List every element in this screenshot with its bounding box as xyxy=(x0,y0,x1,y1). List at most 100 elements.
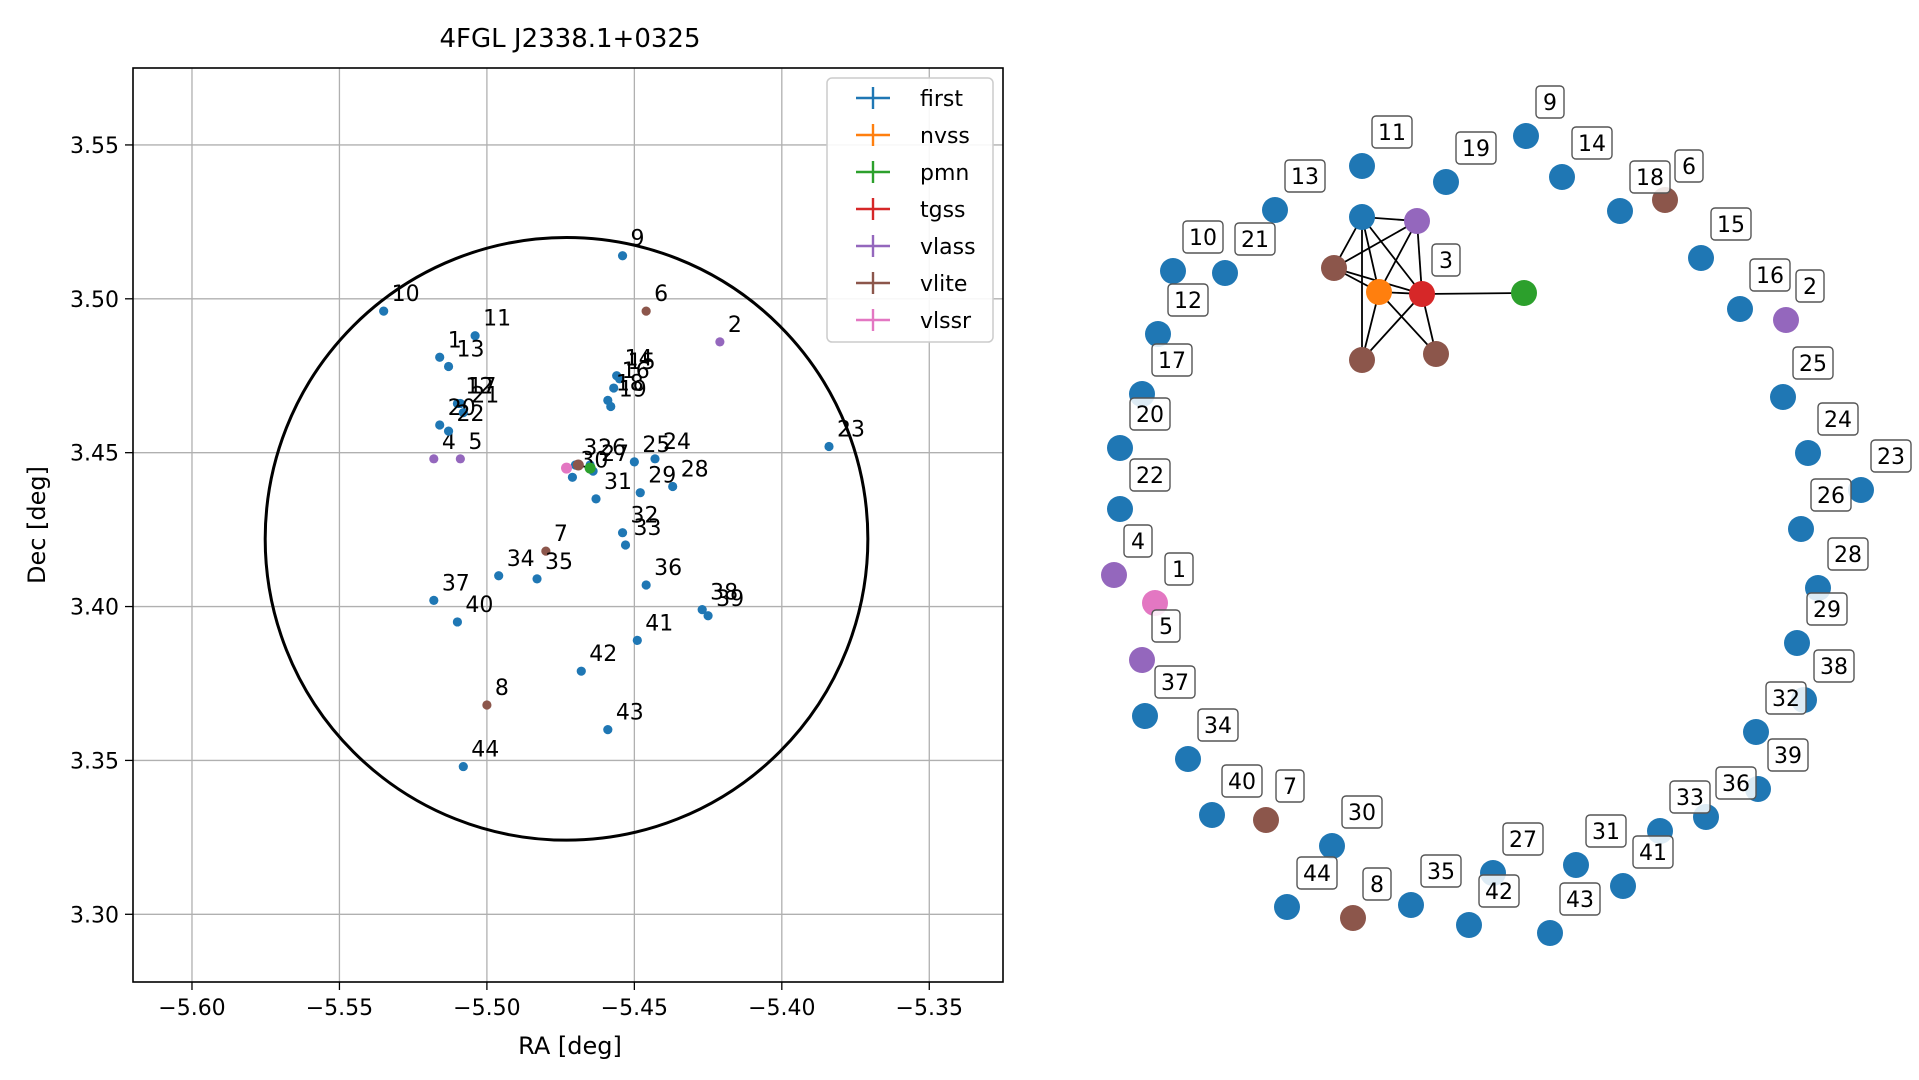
point-label: 10 xyxy=(392,282,420,307)
point-label: 6 xyxy=(654,282,668,307)
network-edge xyxy=(1421,292,1525,295)
network-node xyxy=(1340,905,1366,931)
point-label: 11 xyxy=(483,307,511,332)
scatter-point xyxy=(443,426,454,436)
node-label-box xyxy=(1275,769,1305,803)
point-label: 32 xyxy=(631,504,659,529)
node-label: 10 xyxy=(1189,226,1217,251)
node-label-box xyxy=(1817,402,1859,436)
network-node xyxy=(1101,562,1127,588)
point-label: 37 xyxy=(442,571,470,596)
legend-label: first xyxy=(920,87,963,112)
point-label: 42 xyxy=(589,642,617,667)
node-label-box xyxy=(1151,343,1193,377)
node-label-box xyxy=(1234,222,1276,256)
point-label: 14 xyxy=(625,347,653,372)
scatter-point xyxy=(703,611,713,621)
scatter-point xyxy=(715,337,725,347)
node-label-box xyxy=(1129,458,1171,492)
node-label-box xyxy=(1792,346,1834,380)
node-label: 2 xyxy=(1803,275,1817,300)
node-label: 14 xyxy=(1578,132,1606,157)
scatter-point xyxy=(606,401,616,412)
point-label: 36 xyxy=(654,556,682,581)
network-node xyxy=(1175,746,1201,772)
scatter-point xyxy=(697,605,707,615)
node-label: 6 xyxy=(1682,155,1696,180)
node-label: 31 xyxy=(1592,820,1620,845)
node-label: 21 xyxy=(1241,228,1269,253)
node-label: 17 xyxy=(1158,349,1186,374)
scatter-point xyxy=(617,528,628,538)
node-label: 43 xyxy=(1566,888,1594,913)
scatter-point xyxy=(435,420,445,430)
point-label: 2 xyxy=(728,313,742,338)
point-label: 33 xyxy=(634,516,662,541)
node-label: 33 xyxy=(1676,786,1704,811)
network-node xyxy=(1212,260,1238,286)
x-tick-label: −5.40 xyxy=(748,996,815,1021)
node-label-box xyxy=(1341,795,1383,829)
point-label: 29 xyxy=(648,464,676,489)
network-node xyxy=(1145,321,1171,347)
node-label-box xyxy=(1669,780,1711,814)
point-label: 21 xyxy=(471,384,499,409)
network-edge xyxy=(1378,220,1418,293)
node-label-box xyxy=(1559,882,1601,916)
network-node xyxy=(1784,630,1810,656)
node-label: 41 xyxy=(1639,841,1667,866)
network-edge xyxy=(1378,291,1437,355)
network-node xyxy=(1262,197,1288,223)
x-tick-label: −5.35 xyxy=(896,996,963,1021)
x-axis-label: RA [deg] xyxy=(518,1032,622,1060)
point-label: 35 xyxy=(545,550,573,575)
plot-frame xyxy=(132,67,1004,983)
scatter-point xyxy=(632,635,642,646)
scatter-points: 1234567891011121314151617181920212223242… xyxy=(379,227,865,772)
node-label-box xyxy=(1221,764,1263,798)
node-label-box xyxy=(1632,835,1674,869)
point-label: 43 xyxy=(616,701,644,726)
network-node xyxy=(1107,435,1133,461)
node-label: 24 xyxy=(1824,408,1852,433)
point-label: 40 xyxy=(465,593,493,618)
scatter-point xyxy=(620,540,631,550)
scatter-point xyxy=(609,383,619,393)
node-label: 4 xyxy=(1131,530,1145,555)
x-ticks: −5.60 −5.55 −5.50 −5.45 −5.40 −5.35 xyxy=(158,982,963,1021)
legend-label: vlssr xyxy=(920,309,972,334)
network-node xyxy=(1129,647,1155,673)
scatter-point xyxy=(532,574,542,584)
node-label: 11 xyxy=(1378,121,1406,146)
point-label: 28 xyxy=(681,458,709,483)
point-label: 23 xyxy=(837,418,865,443)
node-label-box xyxy=(1154,665,1196,699)
scatter-point xyxy=(429,454,439,464)
node-label-box xyxy=(1571,126,1613,160)
scatter-point xyxy=(379,306,389,316)
scatter-point xyxy=(629,457,639,467)
node-label: 18 xyxy=(1636,166,1664,191)
point-label: 44 xyxy=(471,738,499,763)
node-label-box xyxy=(1182,220,1224,254)
network-node xyxy=(1743,719,1769,745)
node-label-box xyxy=(1151,609,1181,643)
node-label-box xyxy=(1362,867,1392,901)
node-label: 12 xyxy=(1174,289,1202,314)
network-edge xyxy=(1361,293,1423,361)
y-tick-label: 3.50 xyxy=(70,288,119,313)
node-label-box xyxy=(1870,439,1912,473)
scatter-point xyxy=(452,617,463,627)
y-axis-label: Dec [deg] xyxy=(23,466,51,584)
node-label: 9 xyxy=(1543,91,1557,116)
scatter-point xyxy=(603,725,613,735)
network-node xyxy=(1366,279,1392,305)
node-label-box xyxy=(1674,149,1704,183)
node-label: 27 xyxy=(1509,828,1537,853)
scatter-title: 4FGL J2338.1+0325 xyxy=(440,24,701,54)
node-label-box xyxy=(1371,115,1413,149)
scatter-point xyxy=(591,494,601,504)
legend-label: nvss xyxy=(920,124,970,149)
